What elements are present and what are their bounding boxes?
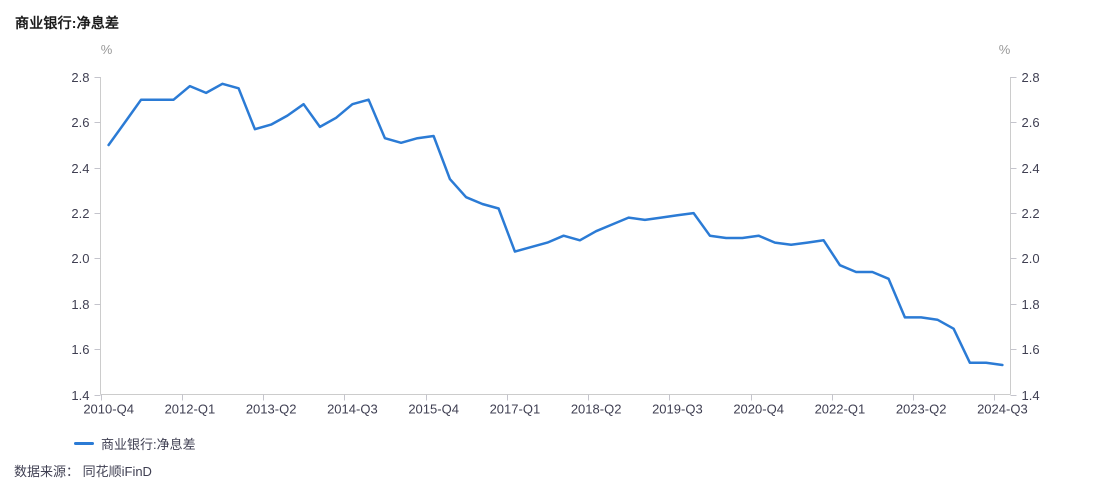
x-axis-label: 2018-Q2 [571, 402, 622, 417]
y-axis-unit-left: % [101, 42, 113, 57]
y-axis-label-right: 2.6 [1022, 115, 1040, 130]
x-axis-label: 2023-Q2 [896, 402, 947, 417]
x-axis-label: 2010-Q4 [83, 402, 134, 417]
x-axis-label: 2019-Q3 [652, 402, 703, 417]
y-axis-label-left: 1.6 [71, 342, 89, 357]
y-axis-label-left: 2.4 [71, 161, 89, 176]
x-axis-label: 2022-Q1 [815, 402, 866, 417]
legend-label: 商业银行:净息差 [101, 437, 196, 452]
y-axis-label-left: 2.2 [71, 206, 89, 221]
x-axis-label: 2024-Q3 [977, 402, 1028, 417]
y-axis-label-left: 1.8 [71, 297, 89, 312]
x-axis-label: 2012-Q1 [165, 402, 216, 417]
x-axis-label: 2015-Q4 [408, 402, 459, 417]
y-axis-label-right: 1.4 [1022, 388, 1040, 403]
y-axis-label-right: 2.4 [1022, 161, 1040, 176]
y-axis-label-right: 2.2 [1022, 206, 1040, 221]
y-axis-label-right: 2.8 [1022, 70, 1040, 85]
legend: 商业银行:净息差 [74, 434, 196, 453]
y-axis-label-left: 2.6 [71, 115, 89, 130]
y-axis-label-left: 1.4 [71, 388, 89, 403]
y-axis-label-left: 2.8 [71, 70, 89, 85]
x-axis-label: 2017-Q1 [490, 402, 541, 417]
series-line-net-interest-margin [107, 82, 1004, 367]
data-source-note: 数据来源： 同花顺iFinD [14, 464, 152, 479]
chart-title: 商业银行:净息差 [15, 15, 120, 31]
legend-item-net-interest-margin[interactable]: 商业银行:净息差 [74, 434, 196, 453]
y-axis-label-right: 1.6 [1022, 342, 1040, 357]
y-axis-label-left: 2.0 [71, 251, 89, 266]
legend-line-marker [74, 442, 94, 445]
y-axis-label-right: 1.8 [1022, 297, 1040, 312]
y-axis-label-right: 2.0 [1022, 251, 1040, 266]
x-axis-label: 2020-Q4 [733, 402, 784, 417]
x-axis-label: 2013-Q2 [246, 402, 297, 417]
x-axis-label: 2014-Q3 [327, 402, 378, 417]
y-axis-unit-right: % [999, 42, 1011, 57]
